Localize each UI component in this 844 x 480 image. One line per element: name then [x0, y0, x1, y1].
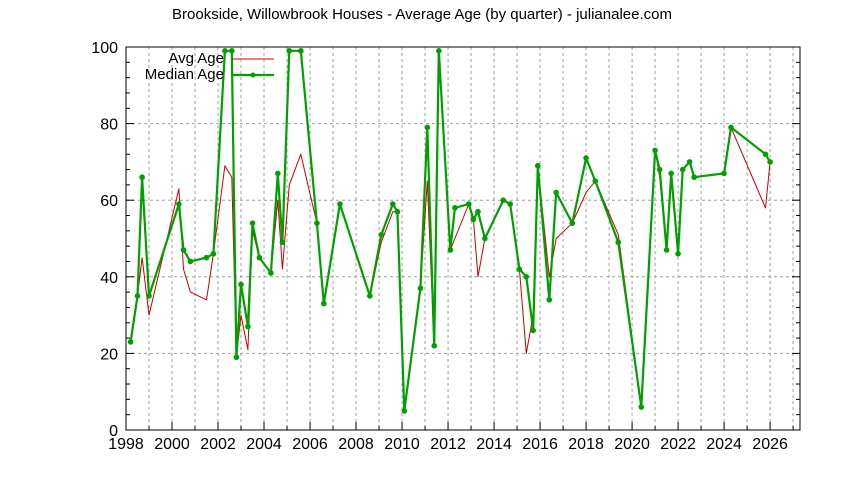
data-point-marker [762, 151, 769, 158]
x-tick-label: 2002 [200, 436, 236, 453]
data-point-marker [127, 339, 134, 345]
data-point-marker [447, 247, 454, 253]
data-point-marker [465, 201, 472, 207]
x-tick-label: 2018 [568, 436, 604, 453]
data-point-marker [229, 48, 235, 54]
x-tick-label: 2022 [660, 436, 696, 453]
data-point-marker [507, 201, 513, 207]
x-tick-label: 2000 [154, 436, 190, 453]
data-point-marker [431, 342, 438, 349]
plot-frame [125, 46, 801, 431]
data-point-marker [721, 170, 727, 177]
data-point-marker [516, 266, 523, 272]
data-point-marker [652, 147, 658, 154]
data-point-marker [401, 408, 408, 414]
data-point-marker [134, 293, 141, 299]
data-point-marker [470, 216, 477, 223]
data-point-marker [139, 174, 145, 181]
data-point-marker [279, 239, 286, 246]
gridlines [126, 47, 800, 430]
legend-label-avg-age: Avg Age [168, 50, 224, 67]
data-point-marker [249, 220, 256, 226]
x-tick-label: 2006 [292, 436, 328, 453]
legend-label-median-age: Median Age [145, 66, 224, 83]
y-tick-label: 80 [100, 117, 118, 134]
data-point-marker [534, 162, 541, 169]
y-tick-label: 60 [100, 193, 118, 210]
data-point-marker [675, 251, 681, 257]
data-point-marker [728, 124, 734, 131]
data-point-marker [452, 205, 458, 211]
data-point-marker [656, 166, 663, 173]
data-point-marker [569, 220, 576, 226]
data-point-marker [424, 124, 431, 131]
data-point-marker [378, 231, 385, 238]
data-point-marker [298, 48, 304, 54]
series-line-median-age [129, 49, 772, 412]
data-point-marker [638, 404, 645, 410]
data-point-marker [146, 293, 152, 299]
axes: 0 20 40 60 80 100 1998 2000 2002 2004 2006 2008 2010… [91, 40, 801, 453]
series-line-avg-age [130, 50, 771, 412]
data-point-marker [275, 170, 281, 177]
x-tick-label: 1998 [108, 436, 144, 453]
data-point-marker [245, 323, 251, 330]
x-tick-label: 2016 [522, 436, 558, 453]
data-point-marker [500, 197, 507, 203]
data-point-marker [390, 201, 396, 207]
data-point-marker [668, 170, 674, 177]
series-lines [127, 48, 773, 414]
data-point-marker [686, 159, 693, 165]
data-point-marker [367, 293, 373, 299]
x-tick-label: 2012 [430, 436, 466, 453]
data-point-marker [187, 258, 194, 265]
data-point-marker [394, 208, 401, 215]
data-point-marker [530, 327, 536, 334]
x-tick-label: 2014 [476, 436, 512, 453]
data-point-marker [523, 274, 530, 280]
data-point-marker [691, 174, 697, 181]
data-point-marker [314, 220, 320, 226]
x-tick-label: 2010 [384, 436, 420, 453]
data-point-marker [482, 235, 488, 242]
data-point-marker [176, 201, 182, 207]
y-tick-label: 100 [91, 40, 118, 57]
y-tick-label: 20 [100, 346, 118, 363]
data-point-marker [337, 201, 343, 207]
data-point-marker [546, 296, 553, 303]
x-tick-label: 2020 [614, 436, 650, 453]
data-point-marker [475, 208, 481, 215]
data-point-marker [583, 155, 589, 161]
data-point-marker [210, 251, 217, 257]
data-point-marker [663, 247, 670, 253]
x-tick-label: 2024 [706, 436, 742, 453]
legend-marker-median-age [250, 72, 256, 78]
y-tick-label: 0 [109, 423, 118, 440]
data-point-marker [286, 48, 293, 54]
data-point-marker [615, 239, 622, 246]
x-tick-label: 2026 [752, 436, 788, 453]
data-point-marker [767, 159, 773, 165]
x-tick-label: 2008 [338, 436, 374, 453]
y-tick-label: 40 [100, 270, 118, 287]
chart-title: Brookside, Willowbrook Houses - Average … [172, 6, 672, 23]
data-point-marker [238, 281, 244, 288]
data-point-marker [256, 254, 263, 261]
data-point-marker [592, 178, 599, 184]
data-point-marker [553, 189, 559, 196]
x-tick-label: 2004 [246, 436, 282, 453]
data-point-marker [417, 285, 424, 292]
legend: Avg Age Median Age [145, 50, 274, 83]
data-point-marker [679, 166, 686, 173]
data-point-marker [180, 247, 187, 253]
data-point-marker [321, 300, 327, 307]
data-point-marker [203, 254, 210, 261]
data-point-marker [436, 48, 442, 54]
data-point-marker [222, 48, 228, 54]
data-point-marker [268, 270, 274, 276]
data-point-marker [233, 354, 240, 361]
